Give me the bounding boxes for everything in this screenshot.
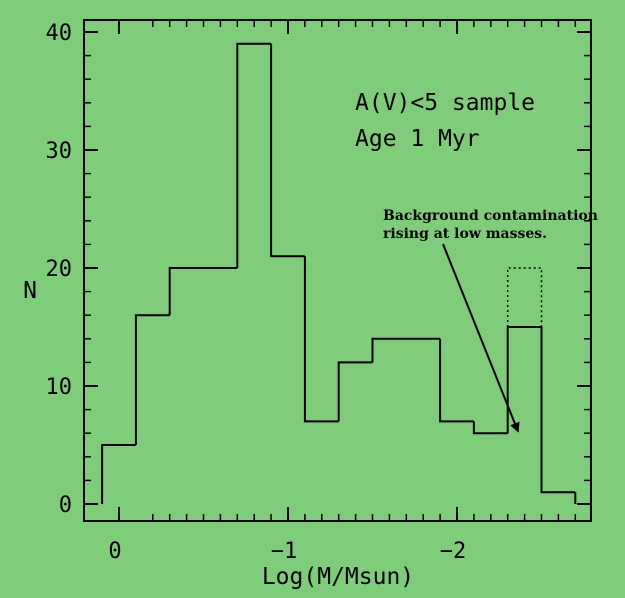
y-axis-ticks: 0 10 20 30 40 xyxy=(46,21,591,518)
annotation-age: Age 1 Myr xyxy=(355,126,480,152)
x-axis-label: Log(M/Msun) xyxy=(262,564,414,590)
x-axis-ticks: 0 −1 −2 xyxy=(108,20,577,564)
y-tick-label: 40 xyxy=(46,21,73,46)
histogram-bar xyxy=(236,42,272,268)
annotation-arrow xyxy=(442,243,520,433)
x-tick-label: −2 xyxy=(440,539,467,564)
plot-frame xyxy=(83,19,592,522)
x-tick-label: 0 xyxy=(108,539,121,564)
dotted-bin-outline xyxy=(506,267,543,327)
y-axis-label: N xyxy=(23,278,37,304)
histogram-bar xyxy=(371,337,441,363)
histogram-bar xyxy=(168,267,238,316)
histogram-bar xyxy=(337,361,373,422)
annotation-contamination-line1: Background contamination xyxy=(383,208,598,224)
histogram-bar xyxy=(439,338,474,423)
histogram-bars xyxy=(101,42,577,504)
y-tick-label: 20 xyxy=(46,257,73,282)
y-tick-label: 0 xyxy=(59,493,72,518)
y-tick-label: 10 xyxy=(46,375,73,400)
annotation-contamination-line2: rising at low masses. xyxy=(383,226,547,242)
histogram-bar xyxy=(540,327,576,494)
y-tick-label: 30 xyxy=(46,139,73,164)
histogram-bar xyxy=(303,256,339,423)
x-tick-label: −1 xyxy=(271,539,298,564)
annotation-sample: A(V)<5 sample xyxy=(355,90,535,116)
histogram-bar xyxy=(472,421,508,435)
histogram-bar xyxy=(101,444,136,504)
histogram-bar xyxy=(134,314,170,445)
histogram-bar xyxy=(270,43,305,258)
